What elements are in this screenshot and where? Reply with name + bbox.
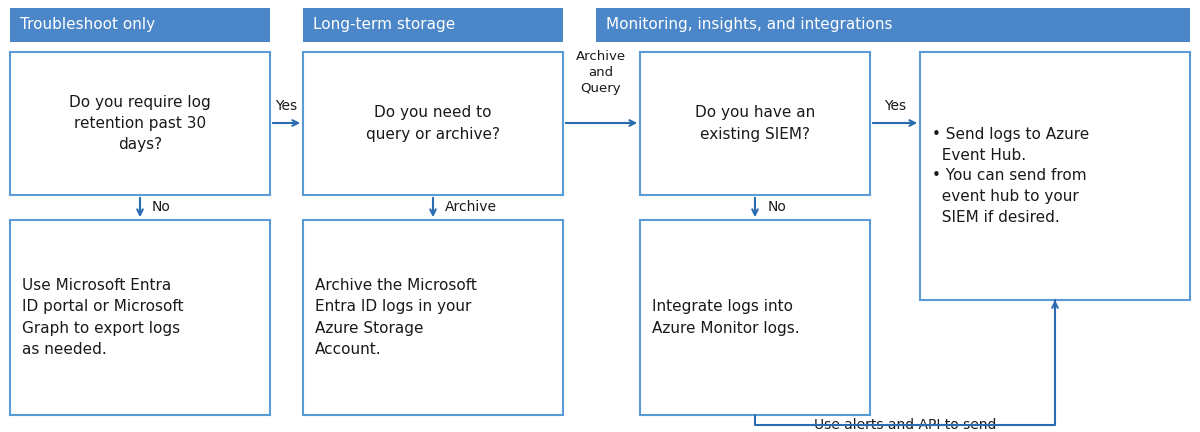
- Text: No: No: [152, 200, 170, 214]
- Text: Use Microsoft Entra
ID portal or Microsoft
Graph to export logs
as needed.: Use Microsoft Entra ID portal or Microso…: [22, 279, 184, 356]
- Polygon shape: [302, 52, 563, 195]
- Text: No: No: [768, 200, 787, 214]
- Text: Long-term storage: Long-term storage: [313, 18, 455, 32]
- Polygon shape: [302, 220, 563, 415]
- Polygon shape: [10, 52, 270, 195]
- Polygon shape: [640, 52, 870, 195]
- Polygon shape: [10, 8, 270, 42]
- Text: Do you have an
existing SIEM?: Do you have an existing SIEM?: [695, 105, 815, 142]
- Text: Yes: Yes: [275, 99, 298, 113]
- Polygon shape: [920, 52, 1190, 300]
- Text: Monitoring, insights, and integrations: Monitoring, insights, and integrations: [606, 18, 893, 32]
- Text: Archive the Microsoft
Entra ID logs in your
Azure Storage
Account.: Archive the Microsoft Entra ID logs in y…: [314, 279, 476, 356]
- Text: Archive: Archive: [445, 200, 497, 214]
- Text: Do you need to
query or archive?: Do you need to query or archive?: [366, 105, 500, 142]
- Text: Do you require log
retention past 30
days?: Do you require log retention past 30 day…: [70, 95, 211, 152]
- Polygon shape: [596, 8, 1190, 42]
- Polygon shape: [10, 220, 270, 415]
- Polygon shape: [640, 220, 870, 415]
- Text: Use alerts and API to send
logs to Azure Event Hub.: Use alerts and API to send logs to Azure…: [814, 418, 996, 432]
- Text: Integrate logs into
Azure Monitor logs.: Integrate logs into Azure Monitor logs.: [652, 299, 799, 336]
- Text: • Send logs to Azure
  Event Hub.
• You can send from
  event hub to your
  SIEM: • Send logs to Azure Event Hub. • You ca…: [932, 127, 1090, 226]
- Text: Archive
and
Query: Archive and Query: [576, 50, 626, 95]
- Text: Troubleshoot only: Troubleshoot only: [20, 18, 155, 32]
- Text: Yes: Yes: [884, 99, 906, 113]
- Polygon shape: [302, 8, 563, 42]
